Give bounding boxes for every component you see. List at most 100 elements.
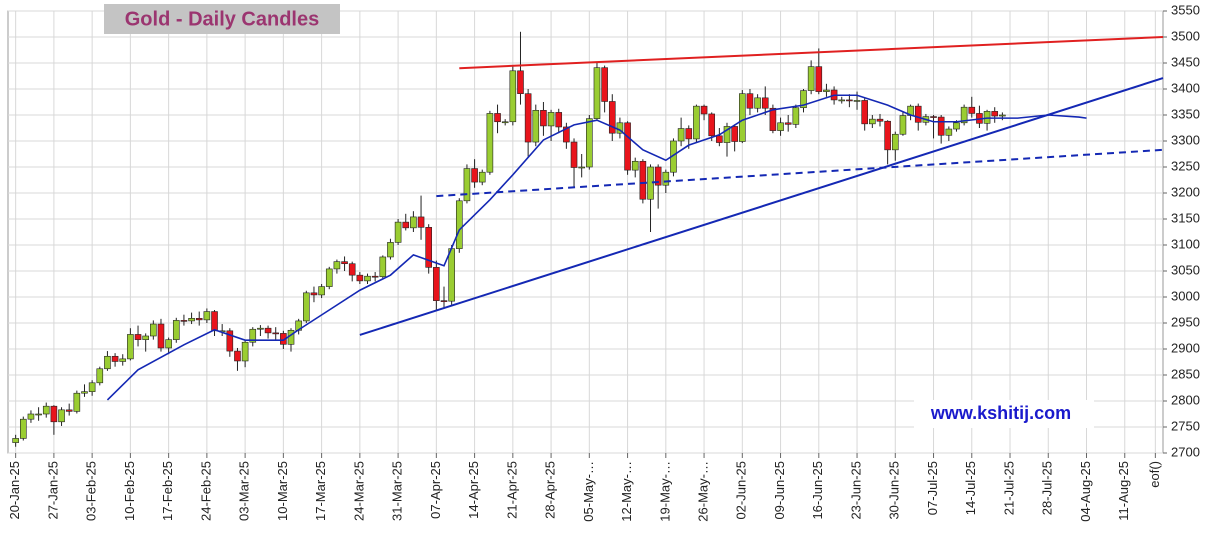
x-tick-label: 11-Aug-25: [1116, 461, 1131, 521]
candle-body: [999, 114, 1006, 117]
candle-body: [501, 121, 509, 124]
candle-body: [42, 405, 50, 415]
candle-body: [371, 275, 379, 278]
candle-body: [471, 168, 478, 183]
candle-body: [195, 318, 203, 321]
candle-body: [532, 110, 540, 143]
candle-body: [417, 216, 425, 228]
trend-line: [359, 77, 1164, 336]
candle-body: [50, 405, 58, 423]
candle-body: [800, 90, 807, 109]
x-tick-label: 24-Mar-25: [351, 461, 366, 521]
candle-body: [127, 334, 134, 360]
candle-body: [19, 418, 27, 439]
x-tick-label: 21-Apr-25: [504, 461, 519, 519]
y-tick-label: 3350: [1171, 106, 1200, 121]
candle-body: [746, 93, 754, 109]
candle-body: [234, 350, 241, 362]
candle-body: [700, 105, 708, 115]
candle-body: [769, 107, 777, 131]
candle-body: [81, 391, 88, 394]
x-tick-label: 21-Jul-25: [1001, 461, 1016, 515]
candle-body: [540, 110, 547, 127]
candle-body: [341, 261, 348, 265]
candle-body: [111, 355, 119, 362]
candle-body: [761, 97, 769, 109]
candle-body: [180, 320, 188, 322]
candle-body: [899, 115, 907, 135]
candle-body: [968, 106, 976, 114]
candle-body: [364, 275, 371, 282]
candle-body: [708, 113, 716, 137]
candle-body: [807, 66, 815, 91]
candle-body: [35, 413, 42, 416]
candle-body: [402, 221, 410, 229]
candle-body: [58, 409, 65, 423]
candle-body: [991, 111, 999, 117]
candle-body: [945, 128, 953, 136]
candle-body: [157, 323, 165, 349]
candle-body: [448, 248, 455, 302]
candle-body: [494, 113, 501, 123]
candle-body: [333, 261, 341, 270]
y-tick-label: 2850: [1171, 366, 1200, 381]
candle-body: [960, 106, 968, 124]
candle-body: [846, 99, 853, 102]
candle-body: [440, 300, 448, 302]
x-tick-label: 10-Feb-25: [122, 461, 137, 521]
x-tick-label: 27-Jan-25: [45, 461, 60, 520]
candle-body: [119, 358, 127, 362]
candle-body: [869, 118, 876, 125]
trend-line: [436, 148, 1164, 198]
candle-body: [563, 126, 570, 143]
candle-body: [937, 116, 945, 136]
candle-body: [241, 341, 249, 362]
candle-body: [88, 382, 96, 392]
x-tick-label: 17-Feb-25: [160, 461, 175, 521]
candle-body: [27, 413, 35, 420]
candle-body: [211, 311, 218, 332]
x-tick-label: 04-Aug-25: [1078, 461, 1093, 522]
candle-body: [303, 292, 310, 322]
candle-body: [172, 320, 180, 340]
candle-body: [165, 339, 172, 349]
x-tick-label: 17-Mar-25: [313, 461, 328, 521]
x-tick-label: 23-Jun-25: [848, 461, 863, 520]
y-tick-label: 3500: [1171, 28, 1200, 43]
y-tick-label: 3250: [1171, 158, 1200, 173]
x-tick-label: 03-Feb-25: [84, 461, 99, 521]
candle-body: [410, 216, 417, 229]
candle-body: [249, 328, 257, 343]
candle-body: [433, 267, 440, 301]
candle-body: [226, 330, 234, 352]
candle-body: [570, 141, 578, 168]
x-tick-label: 07-Jul-25: [925, 461, 940, 515]
candle-body: [387, 242, 394, 258]
x-tick-label: eof(): [1147, 461, 1162, 488]
y-tick-label: 3300: [1171, 132, 1200, 147]
x-tick-label: 09-Jun-25: [772, 461, 787, 520]
x-tick-label: 03-Mar-25: [237, 461, 252, 521]
y-tick-label: 2950: [1171, 314, 1200, 329]
candle-body: [65, 409, 73, 412]
candle-body: [463, 168, 471, 202]
candle-body: [823, 89, 830, 92]
candle-body: [310, 292, 318, 296]
candle-body: [264, 327, 272, 334]
candle-body: [478, 171, 486, 183]
x-tick-label: 28-Apr-25: [543, 461, 558, 519]
y-tick-label: 3450: [1171, 54, 1200, 69]
candle-body: [394, 221, 402, 243]
candle-body: [693, 105, 700, 140]
x-tick-label: 24-Feb-25: [198, 461, 213, 521]
candle-body: [601, 67, 608, 102]
y-tick-label: 3100: [1171, 236, 1200, 251]
x-tick-label: 16-Jun-25: [810, 461, 825, 520]
candle-body: [639, 160, 647, 200]
labels: 2700 2750 2800 2850 2900 2950 3000 3050 3100 3150…: [7, 2, 1200, 521]
candle-body: [425, 227, 432, 268]
candle-body: [325, 268, 333, 287]
y-tick-label: 3550: [1171, 2, 1200, 17]
candle-body: [784, 122, 792, 125]
